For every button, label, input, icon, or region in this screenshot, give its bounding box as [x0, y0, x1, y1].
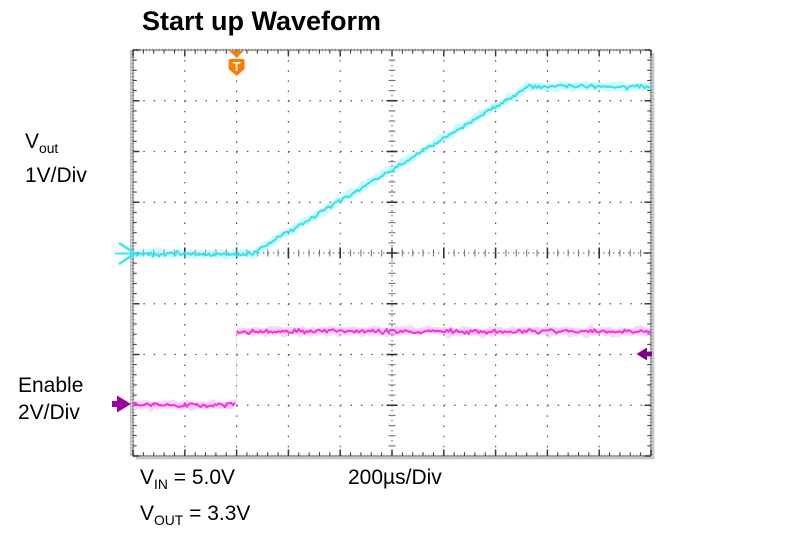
vout-channel-label: Vout 1V/Div [25, 128, 87, 189]
trigger-label: T [233, 59, 241, 74]
vout-channel-scale: 1V/Div [25, 164, 87, 188]
enable-channel-scale: 2V/Div [18, 401, 80, 424]
vout-channel-name: Vout [25, 130, 59, 157]
enable-channel-label: Enable 2V/Div [18, 372, 83, 426]
enable-channel-name: Enable [18, 374, 84, 397]
enable-reference-marker [112, 395, 131, 413]
trace-vout [133, 80, 651, 261]
vout-condition: VOUT = 3.3V [140, 502, 251, 529]
trace-enable [133, 324, 651, 412]
test-conditions: VIN = 5.0V VOUT = 3.3V [140, 463, 250, 535]
vout-reference-marker [115, 241, 138, 266]
trigger-marker: T [228, 51, 245, 76]
timebase-label: 200µs/Div [348, 466, 442, 489]
chart-title: Start up Waveform [142, 6, 382, 36]
vin-condition: VIN = 5.0V [140, 466, 236, 493]
right-cursor-marker [636, 347, 652, 361]
